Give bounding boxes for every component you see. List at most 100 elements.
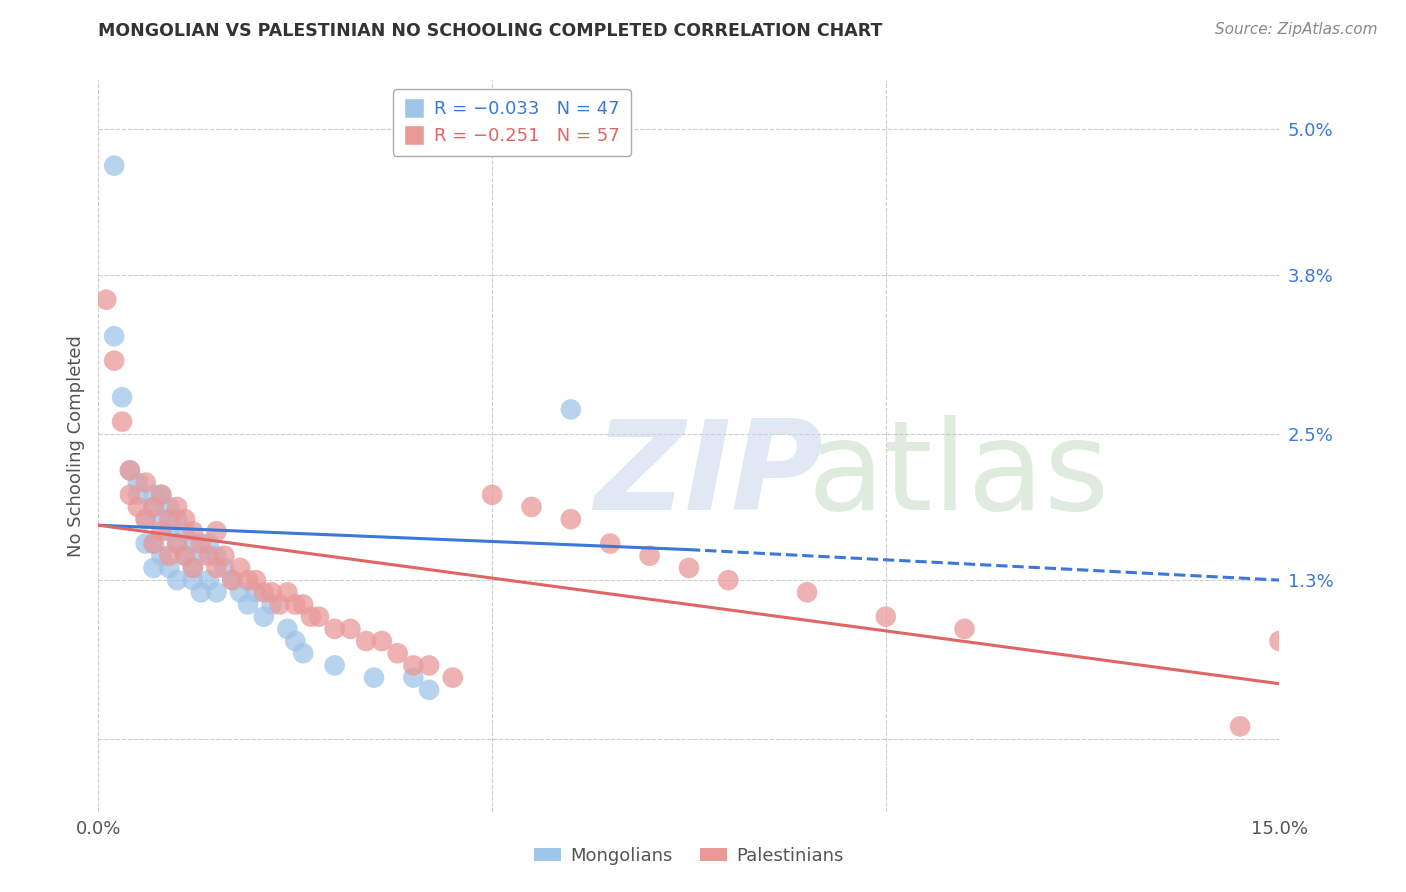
Point <box>135 536 157 550</box>
Point <box>236 573 259 587</box>
Point <box>387 646 409 660</box>
Point <box>363 671 385 685</box>
Point <box>142 536 165 550</box>
Point <box>214 561 236 575</box>
Point <box>371 634 394 648</box>
Point <box>157 500 180 514</box>
Point <box>103 159 125 173</box>
Point <box>103 329 125 343</box>
Point <box>520 500 543 514</box>
Point <box>245 573 267 587</box>
Point <box>441 671 464 685</box>
Point <box>953 622 976 636</box>
Point <box>103 353 125 368</box>
Point <box>1229 719 1251 733</box>
Point <box>118 463 141 477</box>
Point <box>190 536 212 550</box>
Text: ZIP: ZIP <box>595 415 823 536</box>
Point <box>214 549 236 563</box>
Point <box>127 475 149 490</box>
Point <box>253 609 276 624</box>
Point <box>127 488 149 502</box>
Point <box>190 549 212 563</box>
Point <box>205 549 228 563</box>
Point <box>308 609 330 624</box>
Point <box>150 524 173 539</box>
Point <box>150 549 173 563</box>
Point <box>181 536 204 550</box>
Point <box>339 622 361 636</box>
Point <box>157 512 180 526</box>
Point <box>560 402 582 417</box>
Point <box>717 573 740 587</box>
Point <box>135 512 157 526</box>
Point <box>118 463 141 477</box>
Y-axis label: No Schooling Completed: No Schooling Completed <box>66 335 84 557</box>
Point <box>796 585 818 599</box>
Point <box>205 561 228 575</box>
Point <box>174 549 197 563</box>
Point <box>166 536 188 550</box>
Point <box>111 415 134 429</box>
Point <box>354 634 377 648</box>
Point <box>166 500 188 514</box>
Point <box>127 500 149 514</box>
Point <box>269 598 291 612</box>
Point <box>229 561 252 575</box>
Point <box>205 524 228 539</box>
Point <box>150 488 173 502</box>
Text: MONGOLIAN VS PALESTINIAN NO SCHOOLING COMPLETED CORRELATION CHART: MONGOLIAN VS PALESTINIAN NO SCHOOLING CO… <box>98 22 883 40</box>
Point <box>142 561 165 575</box>
Point <box>292 598 315 612</box>
Point <box>166 573 188 587</box>
Point <box>284 598 307 612</box>
Point <box>181 561 204 575</box>
Point <box>135 475 157 490</box>
Point <box>221 573 243 587</box>
Point <box>276 622 298 636</box>
Point <box>284 634 307 648</box>
Point <box>197 536 219 550</box>
Point <box>1268 634 1291 648</box>
Point <box>875 609 897 624</box>
Point <box>181 573 204 587</box>
Point <box>481 488 503 502</box>
Point <box>150 488 173 502</box>
Text: Source: ZipAtlas.com: Source: ZipAtlas.com <box>1215 22 1378 37</box>
Text: atlas: atlas <box>807 415 1109 536</box>
Point <box>260 585 283 599</box>
Point <box>599 536 621 550</box>
Point <box>418 658 440 673</box>
Point <box>638 549 661 563</box>
Point <box>323 622 346 636</box>
Point <box>157 524 180 539</box>
Point <box>402 658 425 673</box>
Point <box>323 658 346 673</box>
Point <box>190 585 212 599</box>
Point <box>118 488 141 502</box>
Point <box>181 524 204 539</box>
Point <box>236 598 259 612</box>
Point <box>157 561 180 575</box>
Point <box>166 512 188 526</box>
Point <box>142 488 165 502</box>
Point <box>142 500 165 514</box>
Point <box>166 536 188 550</box>
Point <box>96 293 118 307</box>
Point <box>142 500 165 514</box>
Point <box>197 549 219 563</box>
Point <box>560 512 582 526</box>
Point <box>292 646 315 660</box>
Point <box>205 585 228 599</box>
Point <box>111 390 134 404</box>
Point <box>174 512 197 526</box>
Point <box>276 585 298 599</box>
Point <box>135 512 157 526</box>
Point <box>245 585 267 599</box>
Legend: Mongolians, Palestinians: Mongolians, Palestinians <box>527 839 851 872</box>
Point <box>174 524 197 539</box>
Point <box>260 598 283 612</box>
Point <box>157 549 180 563</box>
Point <box>402 671 425 685</box>
Point <box>197 573 219 587</box>
